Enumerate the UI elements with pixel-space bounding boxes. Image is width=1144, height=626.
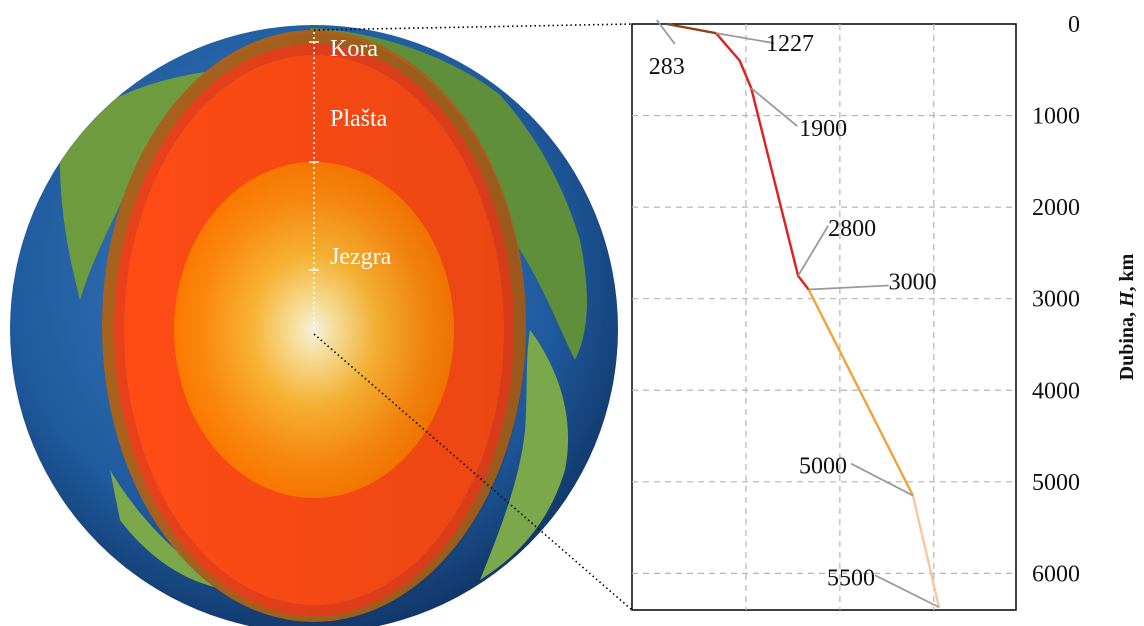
plot-frame bbox=[631, 23, 1017, 611]
y-tick-label: 1000 bbox=[1032, 104, 1080, 130]
annotation-leader bbox=[656, 19, 676, 45]
annotation-label: 3000 bbox=[889, 270, 937, 296]
annotation-label: 5500 bbox=[827, 565, 875, 591]
core-label: Jezgra bbox=[330, 244, 392, 270]
annotation-leader bbox=[797, 225, 829, 277]
annotation-label: 1900 bbox=[799, 116, 847, 142]
y-axis-title: Dubina, H, km bbox=[1116, 253, 1138, 380]
interior-shade bbox=[102, 34, 526, 626]
series-line bbox=[807, 288, 914, 497]
annotation-label: 283 bbox=[649, 54, 685, 80]
annotation-label: 1227 bbox=[766, 31, 814, 57]
annotation-label: 5000 bbox=[799, 454, 847, 480]
annotation-leader bbox=[750, 87, 798, 127]
series-line bbox=[666, 22, 717, 35]
annotation-leader bbox=[715, 32, 775, 45]
mantle-label: Plašta bbox=[330, 106, 388, 132]
annotation-leader bbox=[808, 284, 889, 291]
annotation-label: 2800 bbox=[828, 216, 876, 242]
earth-globe: Kora Plašta Jezgra bbox=[10, 25, 618, 626]
continent-southeast bbox=[480, 330, 569, 580]
annotations: 283 1227 1900 2800 3000 5000 5500 bbox=[649, 19, 940, 609]
y-tick-label: 6000 bbox=[1032, 561, 1080, 587]
y-tick-label: 0 bbox=[1068, 12, 1080, 38]
y-tick-label: 5000 bbox=[1032, 470, 1080, 496]
continent-west bbox=[59, 72, 210, 300]
crust-label: Kora bbox=[330, 36, 378, 62]
y-tick-label: 3000 bbox=[1032, 287, 1080, 313]
y-tick-labels: 0 1000 2000 3000 4000 5000 6000 bbox=[1032, 12, 1080, 587]
y-tick-label: 2000 bbox=[1032, 195, 1080, 221]
annotation-leader bbox=[850, 462, 914, 497]
continent-southwest bbox=[110, 470, 230, 590]
temperature-depth-chart: 283 1227 1900 2800 3000 5000 5500 0 1000 2000 300… bbox=[631, 12, 1138, 611]
annotation-leader bbox=[874, 574, 940, 609]
y-tick-label: 4000 bbox=[1032, 378, 1080, 404]
grid bbox=[632, 24, 1016, 610]
series-line bbox=[911, 495, 941, 608]
